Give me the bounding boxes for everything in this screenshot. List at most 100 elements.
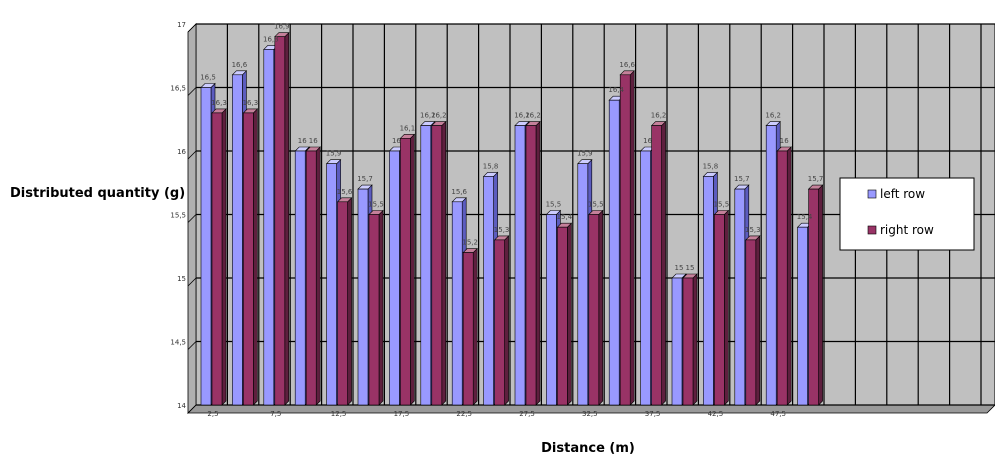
bar-right-row (776, 146, 792, 406)
bar-right-row (650, 120, 667, 406)
data-label-right-row: 15,6 (337, 188, 353, 196)
bar-front (776, 150, 788, 406)
data-label-right-row: 16,3 (243, 99, 259, 107)
bar-side (724, 209, 729, 406)
data-label-right-row: 16,2 (431, 112, 447, 120)
bar-front (608, 99, 620, 406)
data-label-right-row: 15,5 (368, 201, 384, 209)
data-label-left-row: 15 (675, 264, 684, 272)
data-label-left-row: 16,6 (232, 61, 248, 69)
bar-side (347, 197, 352, 406)
bar-front (368, 214, 380, 406)
bar-side (410, 133, 415, 406)
data-label-right-row: 15,3 (745, 226, 761, 234)
bar-front (451, 201, 463, 406)
data-label-left-row: 15,9 (326, 150, 342, 158)
y-tick-label: 14,5 (170, 339, 186, 347)
data-label-right-row: 15,7 (808, 175, 824, 183)
data-label-left-row: 15,9 (577, 150, 593, 158)
bar-side (315, 146, 321, 406)
bar-right-row (493, 235, 510, 406)
bar-side (692, 273, 698, 406)
bar-right-row (588, 209, 604, 406)
bar-front (494, 239, 505, 406)
data-label-left-row: 15,7 (357, 175, 373, 183)
gridline-y-depth (187, 277, 197, 287)
bar-front (714, 214, 725, 406)
bar-side (504, 235, 509, 406)
bar-right-row (525, 120, 541, 406)
bar-side (661, 120, 666, 406)
bar-right-row (211, 108, 227, 406)
bar-right-row (807, 184, 824, 406)
data-label-left-row: 15,6 (451, 188, 467, 196)
data-label-right-row: 15,4 (557, 213, 573, 221)
y-tick-label: 14 (177, 402, 186, 410)
x-tick-label: 17,5 (394, 410, 410, 418)
bar-side (221, 108, 227, 406)
data-label-left-row: 16,2 (420, 112, 436, 120)
data-label-right-row: 16 (309, 137, 318, 145)
bar-side (253, 108, 258, 406)
bar-front (640, 150, 651, 406)
data-label-right-row: 15 (686, 264, 695, 272)
gridline-y-depth (187, 150, 197, 160)
data-label-right-row: 16,2 (651, 112, 667, 120)
bar-side (535, 120, 541, 406)
x-tick-label: 27,5 (519, 410, 535, 418)
bar-side (598, 209, 604, 406)
bar-side (629, 70, 635, 406)
x-tick-label: 12,5 (331, 410, 347, 418)
bar-front (305, 150, 317, 406)
bar-front (557, 226, 568, 406)
bar-front (420, 125, 432, 406)
data-label-right-row: 16 (780, 137, 789, 145)
data-label-right-row: 15,5 (714, 201, 730, 209)
bar-front (294, 150, 306, 406)
data-label-right-row: 16,1 (400, 124, 416, 132)
bar-side (441, 120, 447, 406)
gridline-y-depth (187, 341, 197, 350)
data-label-right-row: 15,5 (588, 201, 604, 209)
y-tick-label: 15 (177, 275, 186, 283)
bar-side (378, 209, 384, 406)
bar-right-row (336, 197, 353, 406)
bar-front (671, 277, 683, 406)
bar-right-row (619, 70, 635, 406)
bar-side (284, 31, 290, 406)
bar-right-row (745, 235, 761, 406)
bar-front (525, 125, 537, 406)
data-label-left-row: 16 (643, 137, 652, 145)
bar-front (682, 277, 694, 406)
data-label-left-row: 16 (298, 137, 307, 145)
bar-front (546, 214, 557, 406)
bar-front (514, 125, 526, 406)
bar-front (734, 188, 746, 406)
data-label-right-row: 16,3 (211, 99, 227, 107)
bar-front (765, 125, 777, 406)
bar-side (818, 184, 823, 406)
bar-right-row (368, 209, 384, 406)
data-label-left-row: 15,8 (483, 162, 499, 170)
bar-front (619, 74, 631, 406)
bar-side (472, 247, 478, 406)
bar-front (243, 112, 254, 406)
y-axis-title: Distributed quantity (g) (10, 186, 185, 201)
x-tick-label: 22,5 (456, 410, 472, 418)
bar-right-row (713, 209, 730, 406)
x-tick-label: 32,5 (582, 410, 598, 418)
bar-right-row (274, 31, 290, 406)
y-tick-label: 15,5 (170, 212, 186, 220)
legend-label-left-row: left row (880, 187, 925, 201)
data-label-left-row: 16,2 (514, 112, 530, 120)
bar-right-row (556, 222, 573, 406)
gridline-y-depth (187, 214, 197, 223)
bar-front (200, 87, 212, 406)
bar-front (745, 239, 757, 406)
bar-front (274, 36, 286, 406)
data-label-left-row: 15,8 (703, 162, 719, 170)
bar-right-row (682, 273, 698, 406)
legend: left row right row (839, 177, 975, 251)
data-label-left-row: 16,4 (608, 86, 624, 94)
